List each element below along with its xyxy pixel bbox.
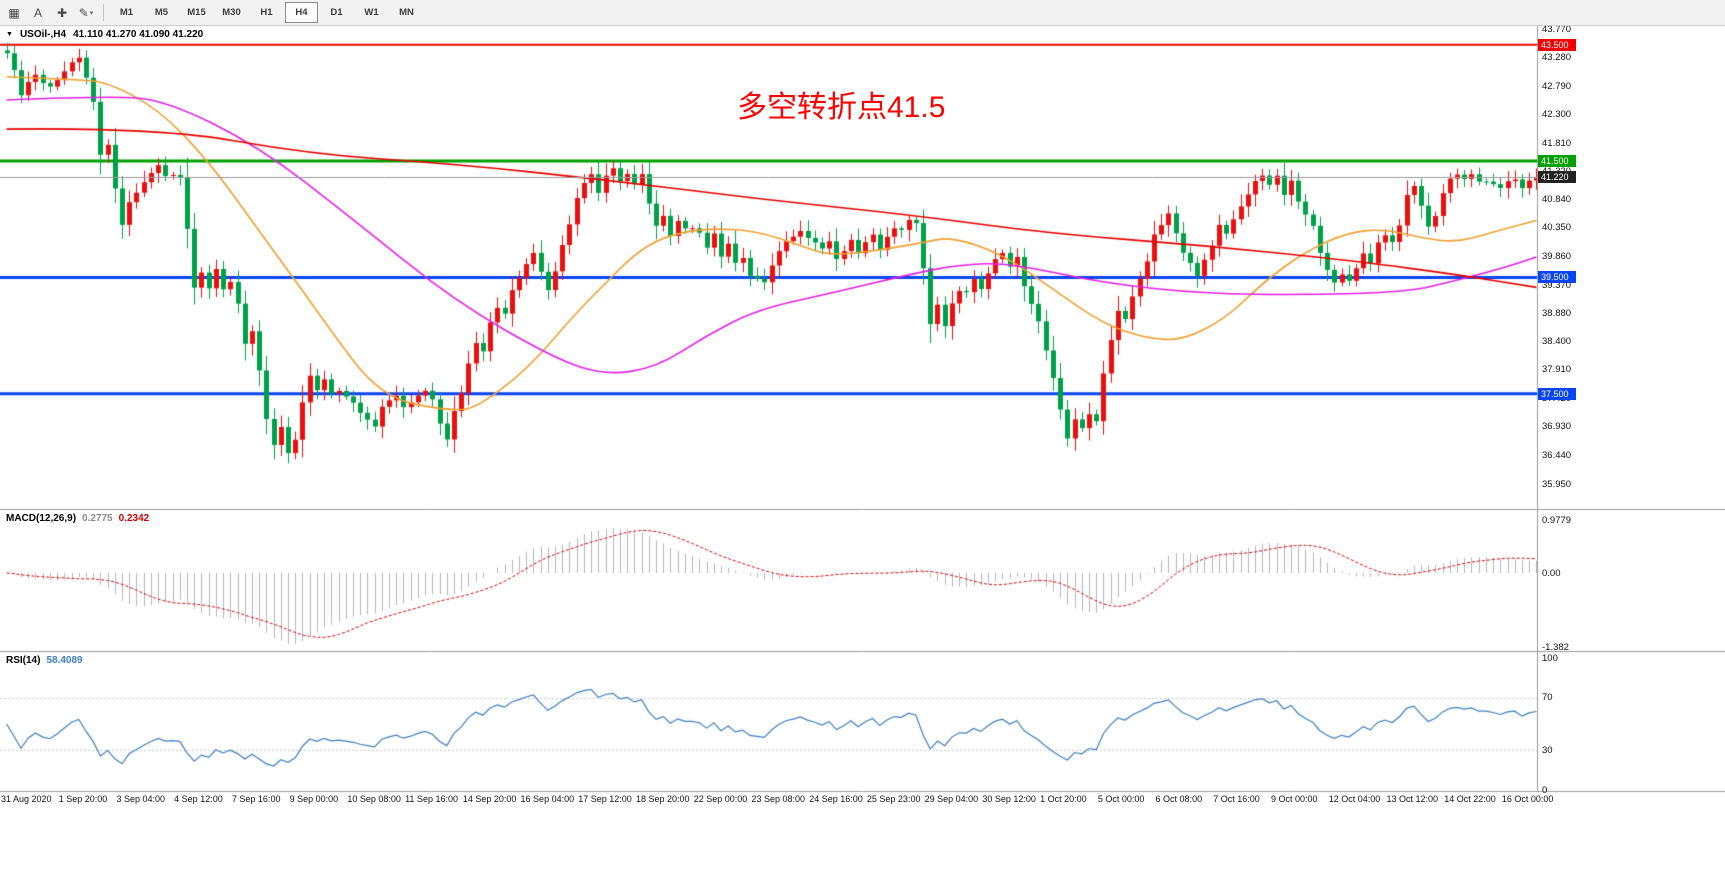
timeframe-button-mn[interactable]: MN: [399, 7, 414, 18]
chart-tools-group: ▦ A ✚ ✎ ▾: [3, 2, 97, 23]
timeframe-button-h4[interactable]: H4: [285, 2, 318, 23]
draw-tools-button[interactable]: ✎ ▾: [78, 5, 94, 20]
timeframe-button-m1[interactable]: M1: [119, 7, 134, 18]
text-label-tool-button[interactable]: A: [33, 5, 42, 20]
collapse-panel-icon[interactable]: ▼: [6, 31, 13, 38]
chart-window-button[interactable]: ▦: [8, 5, 20, 20]
timeframe-button-d1[interactable]: D1: [330, 7, 343, 18]
crosshair-tool-button[interactable]: ✚: [56, 5, 68, 20]
timeframe-button-h1[interactable]: H1: [260, 7, 273, 18]
toolbar-separator: [103, 4, 104, 21]
timeframe-button-m30[interactable]: M30: [222, 7, 241, 18]
main-toolbar: ▦ A ✚ ✎ ▾ M1 M5 M15 M30 H1 H4 D1 W1 MN: [0, 0, 1725, 26]
timeframe-group: M1 M5 M15 M30 H1 H4 D1 W1 MN: [110, 2, 423, 23]
chevron-down-icon: ▾: [89, 9, 94, 17]
timeframe-button-w1[interactable]: W1: [364, 7, 379, 18]
timeframe-button-m5[interactable]: M5: [154, 7, 169, 18]
timeframe-button-m15[interactable]: M15: [187, 7, 206, 18]
